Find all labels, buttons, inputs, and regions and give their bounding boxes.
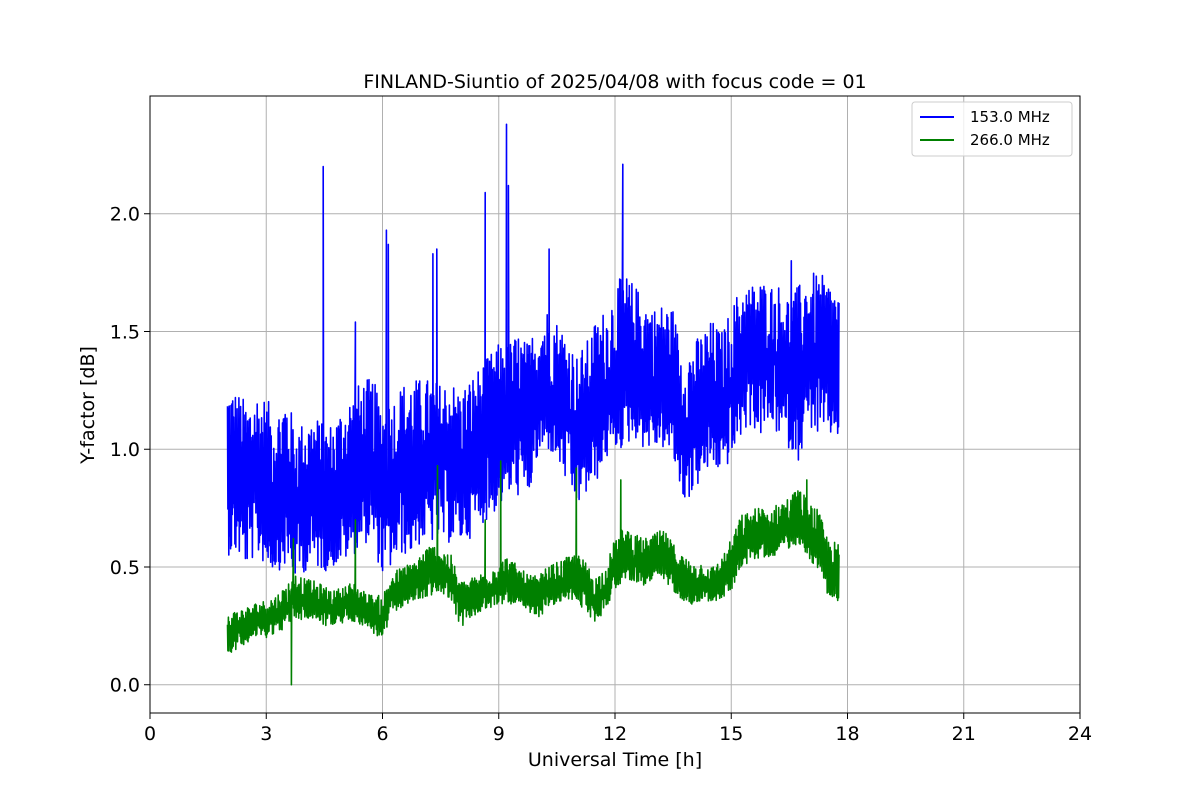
- x-tick-label: 9: [493, 723, 505, 745]
- x-tick-label: 12: [603, 723, 627, 745]
- x-tick-label: 3: [260, 723, 272, 745]
- legend-box: [911, 101, 1073, 157]
- y-tick-label: 1.0: [110, 439, 140, 461]
- x-axis-label: Universal Time [h]: [528, 749, 702, 771]
- series-line-1: [226, 123, 840, 574]
- x-tick-label: 21: [952, 723, 976, 745]
- x-tick-label: 15: [719, 723, 743, 745]
- y-tick-label: 1.5: [110, 321, 140, 343]
- y-axis-label: Y-factor [dB]: [77, 346, 99, 465]
- y-tick-label: 0.0: [110, 675, 140, 697]
- y-tick-label: 0.5: [110, 557, 140, 579]
- legend: 153.0 MHz 266.0 MHz: [911, 101, 1073, 157]
- x-tick-label: 0: [144, 723, 156, 745]
- legend-label: 266.0 MHz: [970, 131, 1050, 149]
- legend-label: 153.0 MHz: [970, 108, 1050, 126]
- chart-title: FINLAND-Siuntio of 2025/04/08 with focus…: [363, 71, 866, 93]
- x-tick-label: 6: [376, 723, 388, 745]
- x-tick-label: 24: [1068, 723, 1092, 745]
- axis-ticks: 0 3 6 9 12 15 18 21 24 0.0 0.5 1.0 1.5 2.0: [110, 204, 1092, 745]
- y-tick-label: 2.0: [110, 204, 140, 226]
- plot-area: [226, 123, 840, 686]
- series-line-2: [226, 460, 840, 686]
- x-tick-label: 18: [835, 723, 859, 745]
